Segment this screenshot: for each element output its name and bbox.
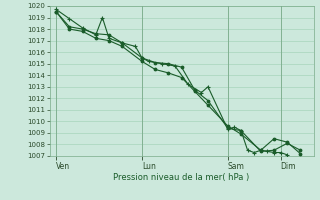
X-axis label: Pression niveau de la mer( hPa ): Pression niveau de la mer( hPa ) xyxy=(114,173,250,182)
